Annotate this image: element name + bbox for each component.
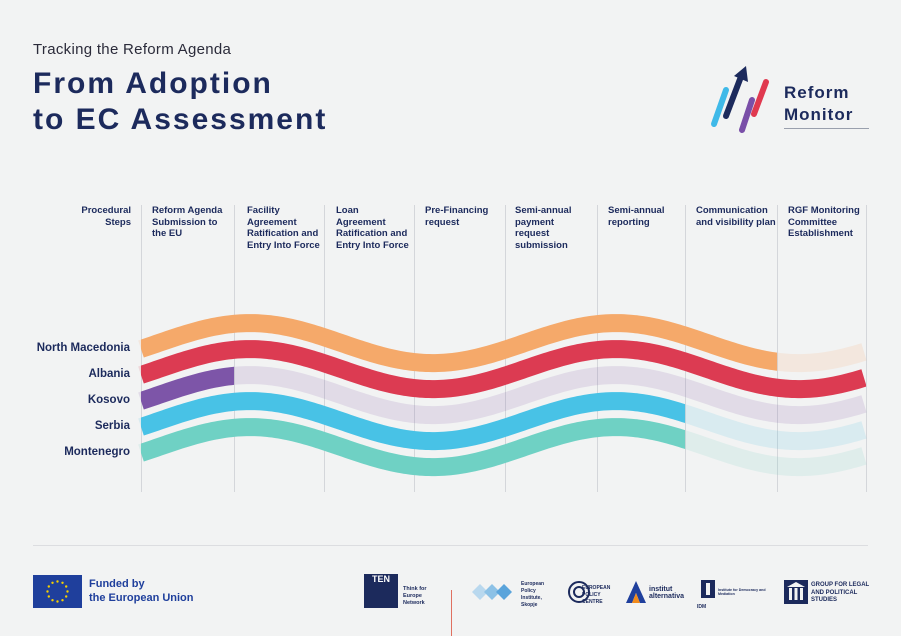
epi-logo-icon	[472, 584, 512, 600]
step-header-3: Loan Agreement Ratification and Entry In…	[336, 205, 409, 251]
footer-accent-line	[451, 590, 452, 636]
wave-progress	[141, 392, 685, 451]
step-header-5: Semi-annual payment request submission	[515, 205, 572, 251]
wave-progress	[141, 418, 685, 477]
eu-funding-text: Funded by the European Union	[89, 577, 194, 605]
title-line-2: to EC Assessment	[33, 103, 328, 136]
logo-line-1: Reform	[784, 83, 850, 102]
wave-track	[138, 366, 867, 425]
column-divider	[414, 205, 415, 492]
ten-label: TEN	[372, 574, 390, 584]
column-divider	[866, 205, 867, 492]
step-header-8: RGF Monitoring Committee Establishment	[788, 205, 860, 239]
column-divider	[685, 205, 686, 492]
institut-alternativa-text: institut alternativa	[649, 586, 685, 600]
ten-text: Think for Europe Network	[403, 586, 427, 606]
step-header-7: Communication and visibility plan	[696, 205, 776, 228]
epc-logo-icon	[568, 581, 590, 603]
page-title: From Adoption to EC Assessment	[33, 66, 327, 138]
eu-line-1: Funded by	[89, 578, 145, 590]
country-label-kosovo: Kosovo	[87, 394, 130, 406]
wave-progress	[141, 314, 777, 373]
glps-text: GROUP FOR LEGAL AND POLITICAL STUDIES	[811, 582, 870, 603]
column-divider	[324, 205, 325, 492]
idm-text: Institute for Democracy and Mediation	[718, 588, 766, 596]
kicker-text: Tracking the Reform Agenda	[33, 41, 232, 58]
idm-logo-icon	[701, 580, 715, 598]
reform-monitor-wordmark: Reform Monitor	[784, 82, 853, 126]
reform-monitor-arrow-icon	[711, 66, 769, 133]
wave-progress	[141, 340, 866, 399]
glps-logo-icon	[784, 580, 808, 604]
step-header-2: Facility Agreement Ratification and Entr…	[247, 205, 320, 251]
title-line-1: From Adoption	[33, 67, 273, 100]
epi-text: European Policy Institute, Skopje	[521, 581, 545, 608]
ten-logo-icon: TEN	[364, 574, 398, 608]
country-label-north-macedonia: North Macedonia	[36, 342, 130, 354]
epc-text: EUROPEAN POLICY CENTRE	[582, 585, 611, 605]
reform-monitor-logo: Reform Monitor	[706, 64, 876, 136]
column-divider	[777, 205, 778, 492]
steps-header: Procedural Steps	[81, 205, 131, 228]
step-header-4: Pre-Financing request	[425, 205, 489, 228]
country-label-montenegro: Montenegro	[64, 446, 130, 458]
step-header-6: Semi-annual reporting	[608, 205, 665, 228]
eu-flag-icon	[33, 575, 82, 608]
institut-alternativa-logo-icon	[626, 581, 646, 603]
logo-line-2: Monitor	[784, 105, 854, 124]
country-label-albania: Albania	[88, 368, 130, 380]
step-header-1: Reform Agenda Submission to the EU	[152, 205, 223, 239]
footer-divider	[33, 545, 868, 546]
eu-line-2: the European Union	[89, 592, 194, 604]
idm-label: IDM	[697, 604, 707, 610]
logo-underline	[784, 128, 869, 129]
country-label-serbia: Serbia	[94, 420, 130, 432]
